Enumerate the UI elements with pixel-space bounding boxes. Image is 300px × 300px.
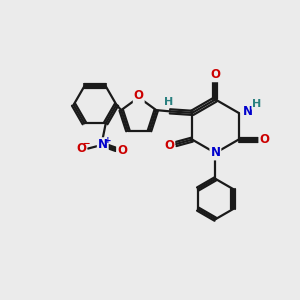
Text: N: N (98, 138, 108, 151)
Text: N: N (210, 146, 220, 160)
Text: O: O (117, 144, 127, 157)
Text: −: − (82, 139, 90, 148)
Text: O: O (134, 89, 144, 102)
Text: H: H (164, 97, 173, 107)
Text: H: H (252, 99, 262, 109)
Text: O: O (164, 139, 174, 152)
Text: N: N (243, 105, 253, 118)
Text: O: O (260, 133, 269, 146)
Text: O: O (76, 142, 86, 155)
Text: +: + (104, 136, 112, 145)
Text: O: O (210, 68, 220, 81)
